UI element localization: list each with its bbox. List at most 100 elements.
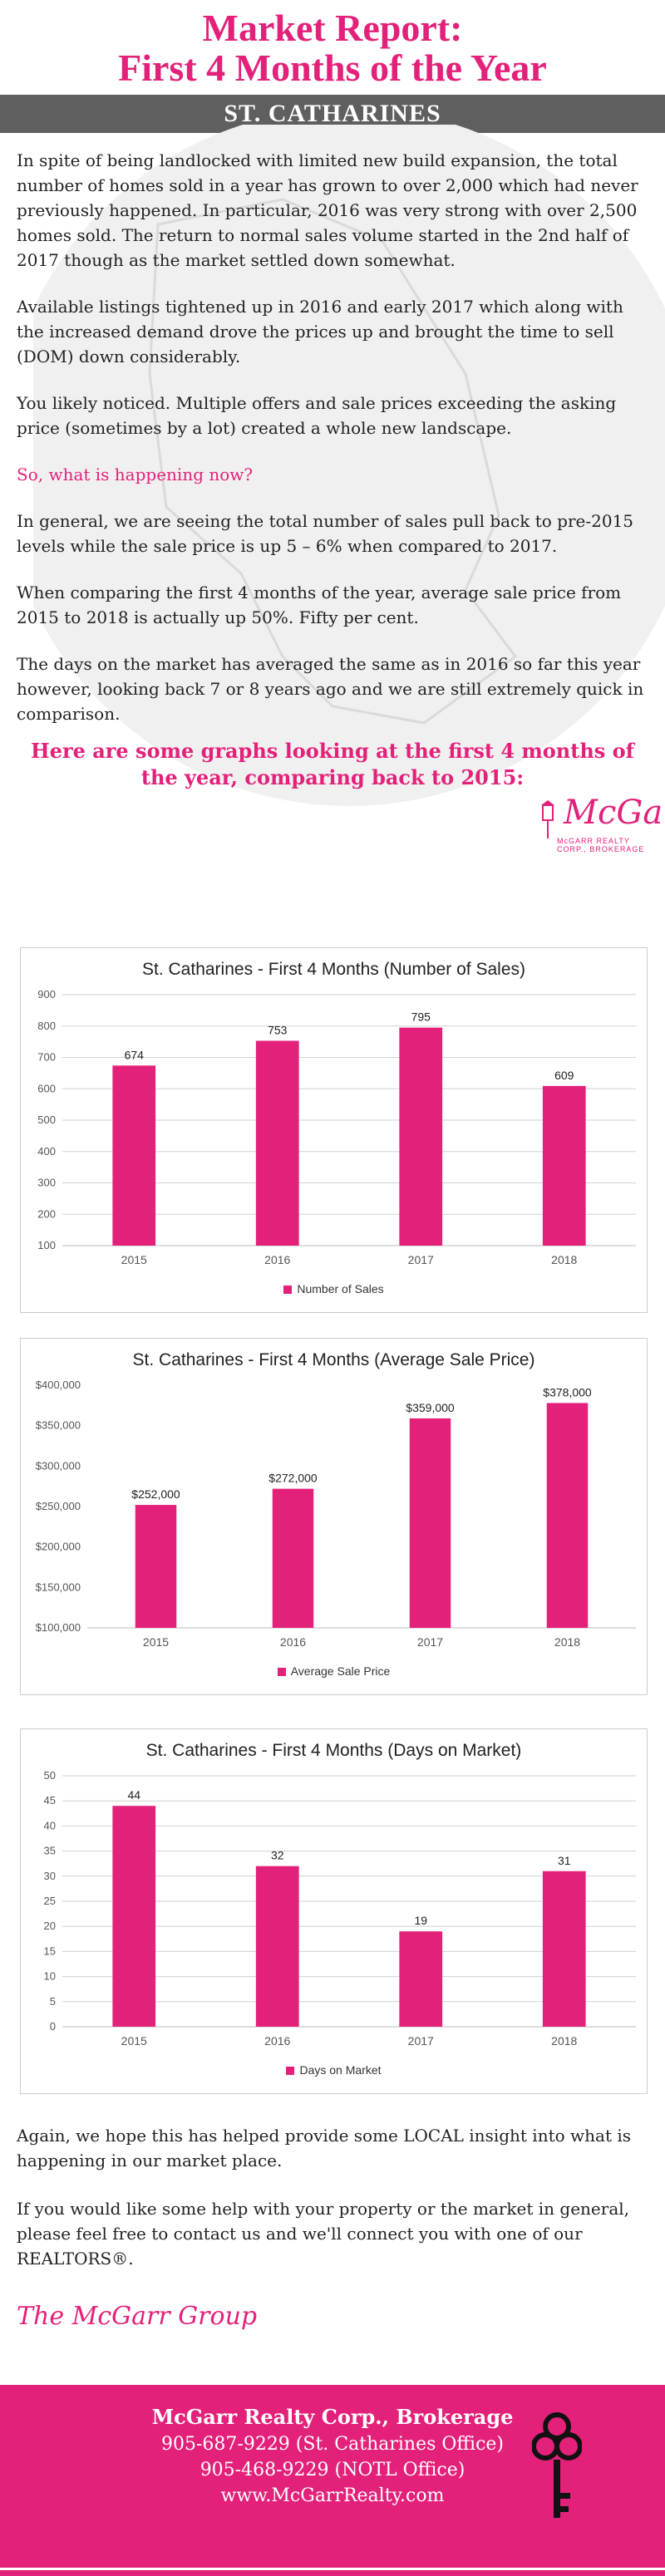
data-label: 609 xyxy=(554,1069,574,1082)
y-tick-label: 0 xyxy=(50,2020,56,2033)
bar xyxy=(255,1040,299,1246)
bar xyxy=(409,1418,451,1628)
bar xyxy=(399,1027,443,1246)
chart-title: St. Catharines - First 4 Months (Days on… xyxy=(145,1741,522,1760)
chart-average-sale-price: St. Catharines - First 4 Months (Average… xyxy=(20,1338,648,1695)
y-tick-label: 200 xyxy=(37,1207,56,1220)
y-tick-label: 600 xyxy=(37,1082,56,1094)
x-tick-label: 2015 xyxy=(121,1253,147,1266)
data-label: 32 xyxy=(271,1849,284,1862)
chart-legend: Number of Sales xyxy=(21,1282,647,1295)
y-tick-label: 700 xyxy=(37,1051,56,1064)
x-tick-label: 2017 xyxy=(408,2034,434,2048)
legend-label: Days on Market xyxy=(299,2063,382,2077)
data-label: 795 xyxy=(411,1010,431,1024)
data-label: $252,000 xyxy=(131,1487,180,1501)
y-tick-label: 25 xyxy=(44,1895,56,1907)
data-label: $272,000 xyxy=(268,1472,318,1485)
data-label: 674 xyxy=(125,1048,145,1061)
y-tick-label: 100 xyxy=(37,1239,56,1251)
mcgarr-logo: McGarr McGARR REALTY CORP., BROKERAGE xyxy=(532,794,665,853)
graphs-heading: Here are some graphs looking at the firs… xyxy=(31,739,634,789)
footer: McGarr Realty Corp., Brokerage 905-687-9… xyxy=(0,2385,665,2564)
logo-tagline: McGARR REALTY CORP., BROKERAGE xyxy=(557,837,645,853)
y-tick-label: 50 xyxy=(44,1769,56,1782)
paragraph: When comparing the first 4 months of the… xyxy=(17,583,622,627)
y-tick-label: $200,000 xyxy=(36,1541,81,1553)
x-tick-label: 2015 xyxy=(143,1635,169,1649)
bottom-strip xyxy=(0,2564,665,2576)
report-title: Market Report: First 4 Months of the Yea… xyxy=(0,0,665,88)
bar xyxy=(272,1488,314,1628)
paragraph: You likely noticed. Multiple offers and … xyxy=(17,393,617,438)
y-tick-label: 45 xyxy=(44,1794,56,1807)
map-background-graphic xyxy=(33,125,665,806)
bar xyxy=(112,1806,156,2027)
bar xyxy=(542,1871,586,2027)
x-tick-label: 2018 xyxy=(551,2034,577,2048)
x-tick-label: 2015 xyxy=(121,2034,147,2048)
paragraph: The days on the market has averaged the … xyxy=(17,654,644,724)
y-tick-label: $400,000 xyxy=(36,1379,81,1391)
y-tick-label: 15 xyxy=(44,1944,56,1957)
x-tick-label: 2016 xyxy=(264,1253,290,1266)
x-tick-label: 2017 xyxy=(417,1635,443,1649)
bar xyxy=(399,1931,443,2027)
legend-label: Number of Sales xyxy=(297,1282,384,1295)
paragraph: Again, we hope this has helped provide s… xyxy=(17,2126,631,2170)
x-tick-label: 2018 xyxy=(554,1635,580,1649)
legend-swatch xyxy=(283,1286,293,1295)
legend-swatch xyxy=(277,1668,286,1677)
signature: The McGarr Group xyxy=(17,2302,258,2331)
y-tick-label: 300 xyxy=(37,1177,56,1189)
paragraph: In spite of being landlocked with limite… xyxy=(17,150,638,270)
footer-phone-office: 905-687-9229 (St. Catharines Office) xyxy=(160,2434,505,2455)
footer-website-link[interactable]: www.McGarrRealty.com xyxy=(220,2485,445,2506)
y-tick-label: 400 xyxy=(37,1145,56,1158)
chart-days-on-market: St. Catharines - First 4 Months (Days on… xyxy=(20,1728,648,2094)
chart-plot: 5045403530252015105044201532201619201731… xyxy=(44,1769,636,2048)
y-tick-label: 35 xyxy=(44,1845,56,1857)
y-tick-label: 10 xyxy=(44,1970,56,1983)
x-tick-label: 2017 xyxy=(408,1253,434,1266)
y-tick-label: $300,000 xyxy=(36,1459,81,1472)
y-tick-label: 900 xyxy=(37,988,56,1000)
bar xyxy=(112,1065,156,1246)
y-tick-label: 500 xyxy=(37,1113,56,1126)
y-tick-label: 40 xyxy=(44,1819,56,1831)
y-tick-label: 30 xyxy=(44,1870,56,1882)
logo-wordmark: McGarr xyxy=(564,794,665,832)
data-label: 44 xyxy=(127,1788,140,1802)
data-label: 19 xyxy=(414,1914,427,1927)
x-tick-label: 2018 xyxy=(551,1253,577,1266)
chart-legend: Days on Market xyxy=(21,2063,647,2077)
chart-title: St. Catharines - First 4 Months (Average… xyxy=(132,1350,535,1369)
y-tick-label: 800 xyxy=(37,1020,56,1032)
y-tick-label: 20 xyxy=(44,1920,56,1932)
chart-number-of-sales: St. Catharines - First 4 Months (Number … xyxy=(20,947,648,1313)
footer-phone-notl: 905-468-9229 (NOTL Office) xyxy=(200,2460,466,2480)
bar xyxy=(542,1085,586,1246)
data-label: 31 xyxy=(558,1854,571,1867)
x-tick-label: 2016 xyxy=(264,2034,290,2048)
chart-legend: Average Sale Price xyxy=(21,1664,647,1678)
title-line-1: Market Report: xyxy=(202,7,463,49)
y-tick-label: $350,000 xyxy=(36,1419,81,1432)
chart-plot: 900 800 700 600 500 400 300 200 100 674 2015 753 201… xyxy=(37,988,636,1266)
paragraph: If you would like some help with your pr… xyxy=(17,2199,630,2269)
chart-plot: $400,000 $350,000 $300,000 $250,000 $200,000… xyxy=(36,1379,636,1649)
y-tick-label: $250,000 xyxy=(36,1500,81,1512)
x-tick-label: 2016 xyxy=(280,1635,306,1649)
data-label: $378,000 xyxy=(543,1385,592,1399)
intro-text: In spite of being landlocked with limite… xyxy=(0,148,665,791)
data-label: $359,000 xyxy=(406,1401,455,1414)
paragraph: In general, we are seeing the total numb… xyxy=(17,511,634,556)
bar xyxy=(546,1403,589,1628)
question-heading: So, what is happening now? xyxy=(17,465,254,484)
footer-company: McGarr Realty Corp., Brokerage xyxy=(151,2405,514,2429)
chart-title: St. Catharines - First 4 Months (Number … xyxy=(142,960,525,979)
y-tick-label: 5 xyxy=(50,1995,56,2008)
key-icon xyxy=(532,2412,582,2518)
y-tick-label: $150,000 xyxy=(36,1581,81,1593)
y-tick-label: $100,000 xyxy=(36,1621,81,1634)
